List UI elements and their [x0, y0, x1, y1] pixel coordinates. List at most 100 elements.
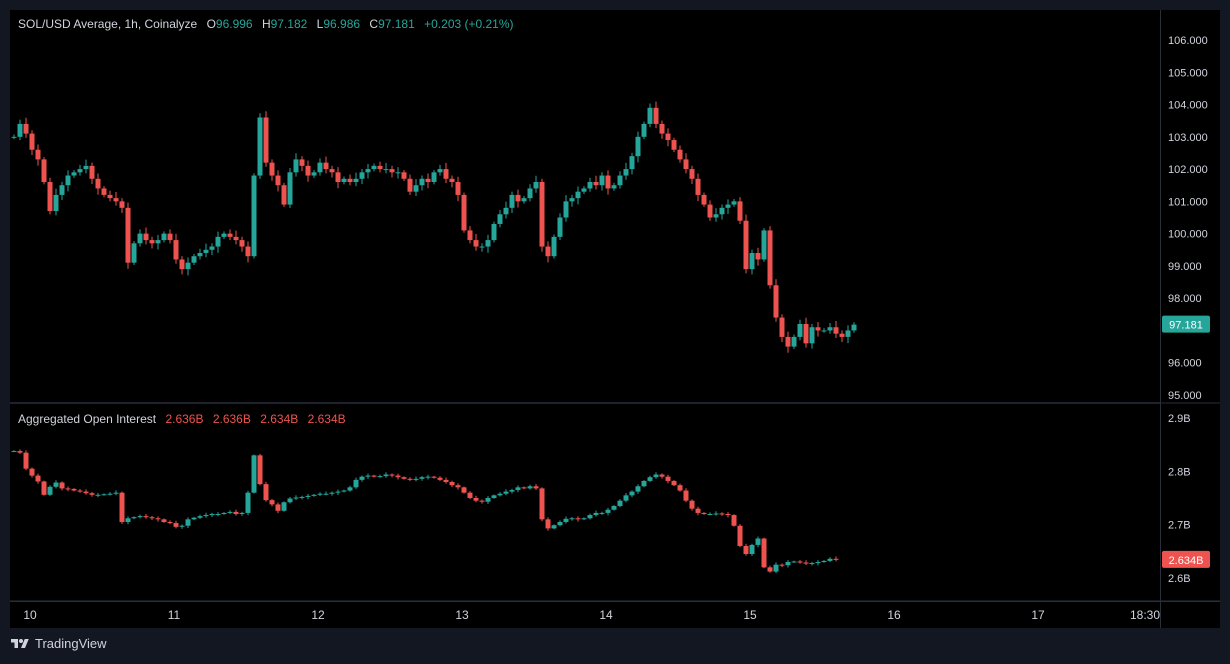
oi-candles [11, 449, 839, 574]
time-tick-label: 17 [1031, 608, 1045, 622]
price-candle [83, 165, 89, 170]
last-price-badge [1162, 315, 1210, 333]
oi-candle [323, 493, 329, 495]
price-candle [821, 330, 827, 332]
price-candle [791, 336, 797, 347]
price-candle [635, 136, 641, 157]
price-candle [95, 178, 101, 189]
oi-candle [263, 484, 269, 501]
oi-candle [401, 477, 407, 479]
oi-candle [95, 494, 101, 496]
oi-candle [827, 558, 833, 561]
oi-candle [113, 492, 119, 494]
oi-candle [53, 482, 59, 487]
oi-candle [587, 515, 593, 519]
price-candle [473, 240, 479, 247]
price-tick-label: 98.000 [1168, 293, 1202, 305]
price-candle [29, 133, 35, 150]
price-candle [767, 230, 773, 286]
oi-candle [527, 486, 533, 489]
oi-candle [407, 478, 413, 480]
price-tick-label: 96.000 [1168, 358, 1202, 370]
oi-candle [257, 455, 263, 485]
price-candle [155, 240, 161, 244]
price-candle [515, 194, 521, 202]
price-candle [503, 207, 509, 215]
price-candle [113, 198, 119, 202]
oi-candle [467, 492, 473, 498]
last-price-label: 97.181 [1169, 320, 1203, 332]
price-candle [89, 165, 95, 179]
price-candle [827, 327, 833, 331]
price-tick-label: 99.000 [1168, 261, 1202, 273]
oi-candle [35, 475, 41, 482]
oi-candle [671, 480, 677, 486]
price-candle [383, 169, 389, 171]
oi-candle [809, 563, 815, 565]
price-candle [605, 175, 611, 189]
time-tick-label: 12 [311, 608, 325, 622]
price-candle [809, 327, 815, 344]
price-candle [41, 159, 47, 182]
oi-tick-label: 2.6B [1168, 573, 1191, 585]
price-pane[interactable] [10, 10, 1160, 402]
oi-candle [119, 492, 125, 522]
oi-candle [485, 498, 491, 502]
oi-close-value: 2.634B [307, 412, 346, 426]
oi-candle [305, 495, 311, 497]
oi-candle [59, 482, 65, 489]
oi-candle [533, 486, 539, 489]
price-candle [737, 201, 743, 221]
oi-candle [161, 519, 167, 522]
oi-candle [503, 491, 509, 494]
price-candle [581, 188, 587, 192]
oi-title[interactable]: Aggregated Open Interest [18, 412, 157, 426]
oi-candle [557, 522, 563, 526]
price-candle [743, 220, 749, 270]
price-candle [719, 207, 725, 215]
tradingview-watermark[interactable]: TradingView [10, 636, 107, 651]
high-value: 97.182 [270, 17, 308, 31]
price-candle [173, 240, 179, 260]
oi-candle [473, 498, 479, 501]
price-candle [653, 107, 659, 124]
price-tick-label: 106.000 [1168, 35, 1208, 47]
oi-candle [653, 474, 659, 478]
time-tick-label: 10 [23, 608, 37, 622]
price-candle [815, 327, 821, 331]
oi-candle [461, 487, 467, 493]
oi-candle [641, 480, 647, 487]
price-candle [71, 172, 77, 176]
oi-candle [491, 495, 497, 498]
price-tick-labels: 106.000 105.000 104.000 103.000 102.000 101.0… [1168, 35, 1208, 402]
price-candle [845, 330, 851, 337]
oi-candle [665, 476, 671, 481]
tradingview-logo-icon [11, 638, 29, 648]
price-candle [251, 175, 257, 257]
oi-pane[interactable] [10, 404, 1160, 600]
price-candle [419, 178, 425, 186]
symbol-title[interactable]: SOL/USD Average, 1h, Coinalyze [18, 17, 198, 31]
oi-candle [17, 451, 23, 453]
oi-candle [233, 511, 239, 514]
price-candle [359, 172, 365, 179]
price-scale[interactable] [1160, 10, 1220, 600]
high-label: H [261, 17, 271, 31]
price-candle [287, 172, 293, 205]
price-candle [299, 159, 305, 166]
oi-candle [155, 518, 161, 520]
oi-tick-label: 2.9B [1168, 413, 1191, 425]
oi-high-value: 2.636B [212, 412, 251, 426]
open-label: O [206, 17, 216, 31]
oi-candle [659, 474, 665, 477]
time-scale[interactable] [10, 602, 1220, 628]
oi-candle [563, 518, 569, 522]
oi-candle [539, 488, 545, 520]
oi-candle [749, 544, 755, 554]
price-candle [695, 178, 701, 195]
price-candle [209, 246, 215, 250]
price-candle [11, 136, 17, 138]
oi-candle [581, 518, 587, 520]
price-candle [347, 178, 353, 182]
